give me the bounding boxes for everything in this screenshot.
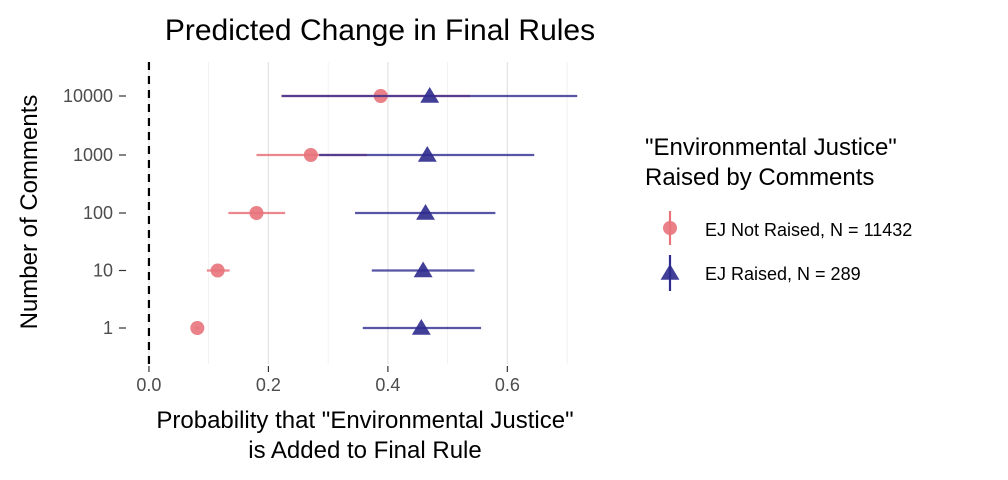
data-point-circle <box>210 263 225 278</box>
legend-title-line-2: Raised by Comments <box>645 164 874 191</box>
data-point-circle <box>303 148 318 162</box>
y-axis: 1 10 100 1000 10000 <box>63 86 126 338</box>
data-point-triangle <box>420 87 440 103</box>
legend: "Environmental Justice" Raised by Commen… <box>645 134 912 291</box>
legend-key-triangle <box>660 264 680 280</box>
x-axis: 0.0 0.2 0.4 0.6 <box>136 366 520 395</box>
legend-label-ej-raised: EJ Raised, N = 289 <box>705 264 861 284</box>
series-ej-raised <box>281 87 578 335</box>
data-point-circle <box>249 206 264 220</box>
data-point-triangle <box>417 146 437 162</box>
y-tick-label: 100 <box>83 203 113 223</box>
data-point-triangle <box>413 261 433 278</box>
series-ej-not-raised <box>190 89 471 335</box>
data-point-triangle <box>416 204 435 220</box>
y-tick-label: 1 <box>103 318 113 338</box>
x-tick-label: 0.0 <box>136 375 161 395</box>
legend-label-ej-not-raised: EJ Not Raised, N = 11432 <box>705 220 912 240</box>
data-point-circle <box>190 321 205 335</box>
y-tick-label: 10 <box>93 261 113 281</box>
y-tick-label: 1000 <box>73 145 113 165</box>
x-axis-title-line-2: is Added to Final Rule <box>248 437 481 464</box>
chart-title: Predicted Change in Final Rules <box>165 14 595 47</box>
legend-title-line-1: "Environmental Justice" <box>645 134 897 161</box>
x-axis-title-line-1: Probability that "Environmental Justice" <box>156 407 573 434</box>
data-point-triangle <box>411 319 431 335</box>
x-tick-label: 0.2 <box>256 375 281 395</box>
series-group <box>190 87 578 335</box>
x-tick-label: 0.4 <box>375 375 400 395</box>
legend-key-circle <box>663 221 677 235</box>
y-axis-title: Number of Comments <box>16 95 43 330</box>
y-tick-label: 10000 <box>63 86 113 106</box>
x-tick-label: 0.6 <box>495 375 520 395</box>
